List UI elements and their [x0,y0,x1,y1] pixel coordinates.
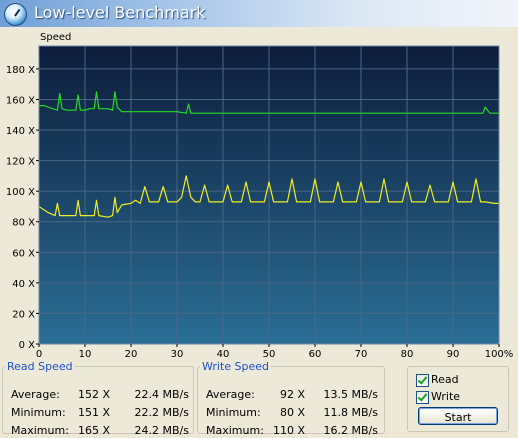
x-tick-label: 40 [217,349,230,360]
window-title: Low-level Benchmark [34,3,206,22]
write-minimum-label: Minimum: [206,406,261,419]
write-checkbox[interactable] [416,391,429,404]
write-maximum-value: 110 X [272,424,305,437]
write-maximum-label: Maximum: [206,424,264,437]
y-tick-label: 40 X [12,279,35,290]
read-speed-title: Read Speed [7,360,73,373]
read-checkbox-label: Read [431,373,459,386]
read-maximum-label: Maximum: [11,424,69,437]
x-tick-label: 100% [485,349,514,360]
write-speed-title: Write Speed [202,360,270,373]
read-average-label: Average: [11,388,60,401]
read-average-value: 152 X [77,388,110,401]
read-checkbox[interactable] [416,374,429,387]
write-minimum-value: 80 X [279,406,305,419]
y-tick-label: 0 X [19,340,36,351]
write-checkbox-label: Write [431,390,461,403]
y-tick-label: 20 X [12,309,35,320]
x-tick-label: 60 [309,349,322,360]
write-average-rate: 13.5 MB/s [323,388,378,401]
write-average-label: Average: [206,388,255,401]
read-minimum-value: 151 X [77,406,110,419]
read-average-rate: 22.4 MB/s [134,388,189,401]
read-speed-series [39,91,499,114]
x-tick-label: 0 [36,349,42,360]
write-maximum-rate: 16.2 MB/s [323,424,378,437]
x-tick-label: 30 [171,349,184,360]
x-tick-label: 50 [263,349,276,360]
y-tick-label: 60 X [12,248,35,259]
checkmark-icon [417,374,428,385]
y-tick-label: 180 X [6,65,35,76]
start-button[interactable]: Start [418,407,498,425]
y-tick-label: 120 X [6,157,35,168]
y-tick-label: 100 X [6,187,35,198]
speed-graph: Speed 0 X 20 X 40 X 60 X 80 X 100 X 120 X 140 X… [6,32,514,360]
read-speed-group: Read Speed Average: 152 X 22.4 MB/s Mini… [2,360,194,437]
write-average-value: 92 X [279,388,305,401]
write-minimum-rate: 11.8 MB/s [323,406,378,419]
write-speed-group: Write Speed Average: 92 X 13.5 MB/s Mini… [197,360,385,437]
y-tick-label: 140 X [6,126,35,137]
x-tick-label: 10 [79,349,92,360]
x-tick-label: 90 [447,349,460,360]
options-panel: Read Write Start [407,366,509,432]
checkmark-icon [417,391,428,402]
y-tick-label: 160 X [6,95,35,106]
title-bar: Low-level Benchmark [0,0,518,27]
read-minimum-label: Minimum: [11,406,66,419]
x-tick-label: 70 [355,349,368,360]
write-speed-series [38,175,499,218]
x-tick-label: 20 [125,349,138,360]
read-maximum-rate: 24.2 MB/s [134,424,189,437]
y-axis-label: Speed [40,32,71,43]
read-maximum-value: 165 X [77,424,110,437]
read-minimum-rate: 22.2 MB/s [134,406,189,419]
benchmark-gauge-icon [4,3,27,26]
y-tick-label: 80 X [12,218,35,229]
x-tick-label: 80 [401,349,414,360]
